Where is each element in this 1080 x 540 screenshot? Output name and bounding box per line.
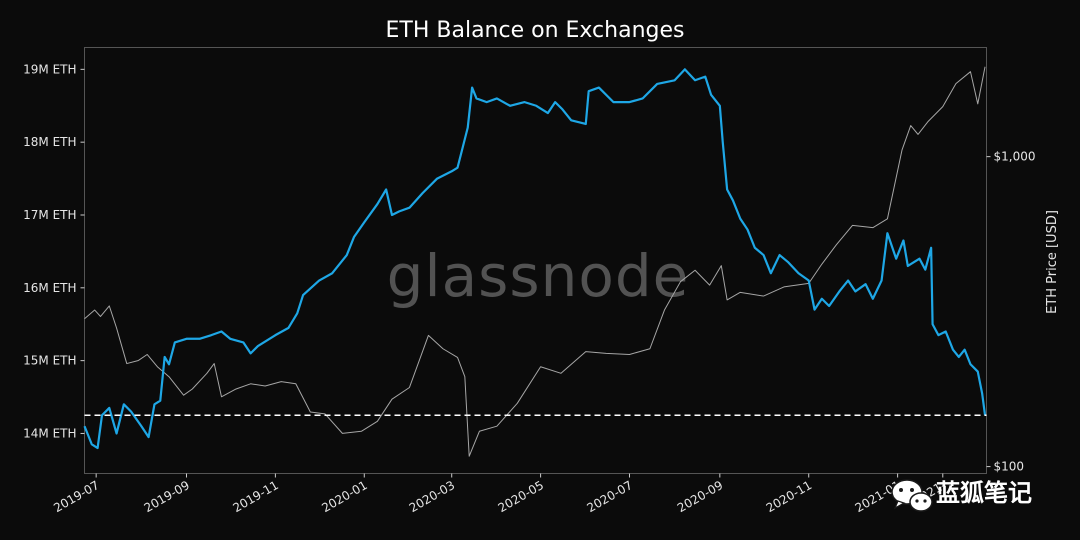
left-tick-label: 17M ETH xyxy=(23,208,76,222)
left-axis: 14M ETH 15M ETH 16M ETH 17M ETH 18M ETH 19M E… xyxy=(23,62,85,440)
left-tick-label: 14M ETH xyxy=(23,426,76,440)
series-layer xyxy=(83,66,987,457)
left-tick-label: 18M ETH xyxy=(23,135,76,149)
eth-balance-line xyxy=(83,68,987,450)
x-tick-label: 2020-03 xyxy=(407,478,457,515)
left-tick-label: 19M ETH xyxy=(23,62,76,76)
x-tick-label: 2020-05 xyxy=(496,478,546,515)
right-axis: $100 $1,000 xyxy=(986,150,1036,474)
left-tick-label: 15M ETH xyxy=(23,354,76,368)
plot-frame xyxy=(84,47,987,474)
x-tick-label: 2019-07 xyxy=(51,478,101,515)
x-axis: 2019-07 2019-09 2019-11 2020-01 2020-03 2020-… xyxy=(51,473,948,515)
right-axis-label: ETH Price [USD] xyxy=(1045,210,1060,314)
badge: 蓝狐笔记 xyxy=(891,479,1032,512)
x-tick-label: 2019-09 xyxy=(142,478,192,515)
right-tick-label: $1,000 xyxy=(994,150,1036,164)
x-tick-label: 2019-11 xyxy=(230,478,280,515)
eth-price-line xyxy=(84,66,986,457)
wechat-icon xyxy=(891,479,933,512)
x-tick-label: 2020-07 xyxy=(585,478,635,515)
x-tick-label: 2020-11 xyxy=(764,478,814,515)
x-tick-label: 2020-01 xyxy=(319,478,369,515)
left-tick-label: 16M ETH xyxy=(23,281,76,295)
chart-title: ETH Balance on Exchanges xyxy=(386,18,685,43)
right-tick-label: $100 xyxy=(994,460,1025,474)
x-tick-label: 2020-09 xyxy=(675,478,725,515)
badge-text: 蓝狐笔记 xyxy=(936,479,1032,507)
watermark: glassnode xyxy=(387,242,690,310)
